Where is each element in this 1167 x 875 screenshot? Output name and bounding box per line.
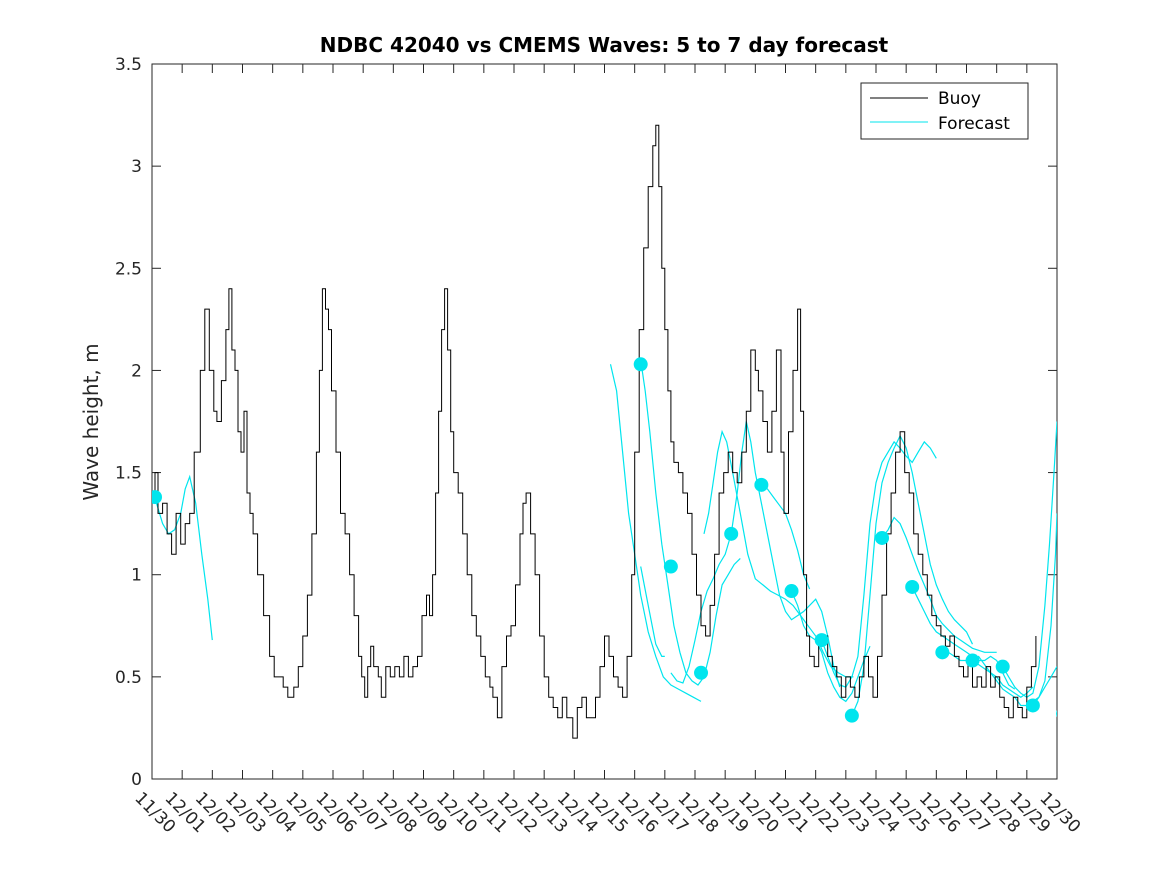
y-axis-ticks: 0 0.5 1 1.5 2 2.5 3 3.5 [115,55,1057,790]
y-tick-label: 2 [131,361,142,381]
forecast-line [942,651,1034,699]
forecast-line [152,474,213,641]
forecast-line [640,566,665,657]
forecast-line [1063,697,1072,713]
forecast-marker [875,530,890,545]
forecast-marker [754,477,769,492]
forecast-line [761,484,811,590]
legend: Buoy Forecast [860,82,1029,140]
forecast-line [670,421,841,688]
buoy-line [152,124,1037,739]
forecast-marker [784,584,799,599]
forecast-marker [633,357,648,372]
forecast-line [821,440,937,688]
forecast-marker [152,490,163,505]
y-tick-label: 2.5 [115,259,142,279]
forecast-marker [1056,710,1057,718]
series-layer [152,124,1072,739]
y-axis-label: Wave height, m [79,343,103,500]
forecast-line [851,434,974,716]
y-tick-label: 3.5 [115,55,142,75]
forecast-marker [935,645,950,660]
legend-forecast-label: Forecast [938,114,1010,134]
forecast-marker [965,653,980,668]
forecast-marker [694,665,709,680]
forecast-marker [663,559,678,574]
forecast-marker [844,708,859,723]
forecast-line [640,360,741,686]
forecast-marker [1025,698,1040,713]
plot-area [151,63,1058,780]
y-tick-label: 0.5 [115,668,142,688]
forecast-marker [905,579,920,594]
forecast-line [881,516,997,653]
series-clip-group [152,124,1072,739]
legend-buoy-label: Buoy [938,89,981,109]
forecast-marker [995,659,1010,674]
legend-box [860,82,1029,140]
x-axis-ticks: 11/3012/0112/0212/0312/0412/0512/0612/07… [130,64,1084,837]
y-tick-label: 3 [131,157,142,177]
chart-title: NDBC 42040 vs CMEMS Waves: 5 to 7 day fo… [320,33,889,57]
forecast-marker [724,526,739,541]
y-tick-label: 1 [131,566,142,586]
forecast-line [790,590,871,703]
y-tick-label: 0 [131,770,142,790]
forecast-line [703,429,854,678]
forecast-line [1002,421,1057,699]
y-tick-label: 1.5 [115,464,142,484]
forecast-marker [814,633,829,648]
forecast-line [609,364,702,702]
